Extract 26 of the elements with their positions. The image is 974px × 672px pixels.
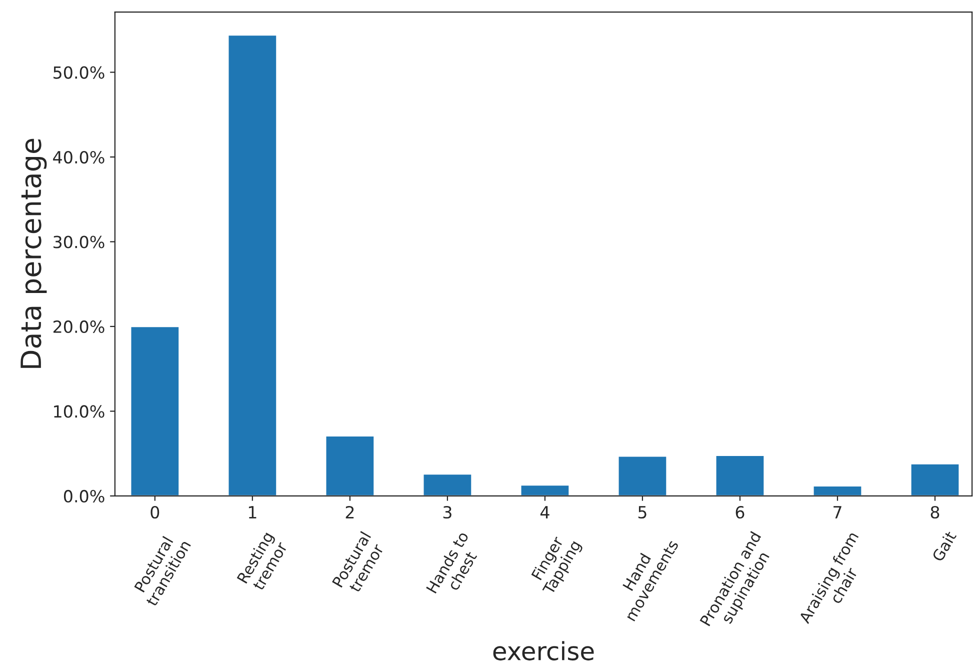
bar: [422, 473, 473, 496]
x-tick-label: 1: [248, 506, 256, 518]
bar: [617, 455, 668, 496]
bar: [714, 454, 766, 496]
y-tick-label: 10.0%: [54, 405, 104, 418]
x-tick-label: 4: [540, 506, 550, 518]
bar: [227, 34, 278, 496]
y-axis-title: Data percentage: [20, 138, 47, 368]
x-tick-label: 3: [443, 506, 452, 519]
x-tick-label: 0: [150, 506, 160, 519]
y-tick-label: 50.0%: [54, 66, 104, 79]
x-tick-label: 6: [736, 506, 744, 519]
y-tick-label: 30.0%: [54, 236, 104, 248]
y-tick-label: 40.0%: [53, 150, 104, 164]
y-tick-label: 0.0%: [64, 490, 104, 503]
y-tick-label: 20.0%: [53, 320, 104, 334]
x-tick-label: 7: [834, 506, 842, 518]
bar: [130, 326, 180, 496]
x-axis-title: exercise: [493, 641, 594, 660]
bar: [324, 435, 376, 496]
bar: [812, 485, 863, 496]
x-tick-label: 5: [638, 506, 646, 519]
bar: [520, 484, 570, 496]
x-tick-label: 2: [346, 506, 354, 518]
bar: [910, 463, 960, 496]
x-tick-label: 8: [930, 506, 940, 519]
